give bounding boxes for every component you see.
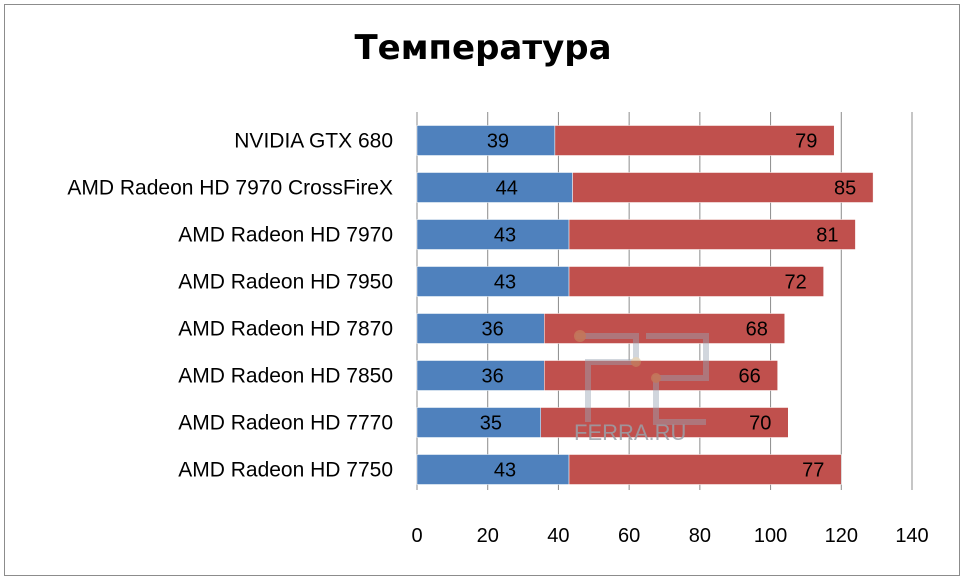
bar-segment-series-1	[416, 266, 570, 297]
data-label: 70	[749, 413, 771, 435]
data-label: 81	[816, 225, 838, 247]
x-tick-labels: 0 20 40 60 80 100 120 140	[411, 525, 928, 547]
x-tick-label: 120	[825, 525, 858, 547]
bar-segment-series-1	[416, 219, 570, 250]
bar-segment-series-2	[544, 313, 785, 344]
data-label: 43	[494, 272, 516, 294]
bar-segment-series-1	[416, 313, 545, 344]
data-label: 72	[784, 272, 806, 294]
data-label: 43	[494, 460, 516, 482]
x-tick-label: 60	[618, 525, 640, 547]
watermark-text: FERRA.RU	[574, 420, 687, 445]
x-tick-label: 0	[411, 525, 422, 547]
data-label: 43	[494, 225, 516, 247]
data-label: 35	[480, 413, 502, 435]
bar-segment-series-2	[554, 125, 835, 156]
x-tick-label: 40	[547, 525, 569, 547]
x-tick-label: 20	[477, 525, 499, 547]
x-tick-label: 80	[689, 525, 711, 547]
bar-segment-series-2	[568, 454, 842, 485]
ferra-logo-icon	[574, 330, 709, 425]
category-label: AMD Radeon HD 7770	[178, 412, 393, 435]
data-label: 85	[834, 178, 856, 200]
bar-segment-series-1	[416, 360, 545, 391]
category-label: AMD Radeon HD 7870	[178, 318, 393, 341]
data-label: 39	[487, 131, 509, 153]
data-label: 66	[739, 366, 761, 388]
category-label: AMD Radeon HD 7750	[178, 459, 393, 482]
x-tick-label: 100	[754, 525, 787, 547]
bar-segment-series-1	[416, 407, 541, 438]
bar-segment-series-1	[416, 454, 570, 485]
bar-segment-series-1	[416, 125, 556, 156]
data-label: 79	[795, 131, 817, 153]
bar-segment-series-2	[572, 172, 874, 203]
bars	[416, 125, 874, 485]
category-label: NVIDIA GTX 680	[234, 130, 393, 153]
data-label: 36	[482, 319, 504, 341]
bar-segment-series-1	[416, 172, 573, 203]
bar-segment-series-2	[568, 219, 856, 250]
data-label: 44	[496, 178, 518, 200]
category-label: AMD Radeon HD 7970 CrossFireX	[67, 177, 393, 200]
category-labels: NVIDIA GTX 680 AMD Radeon HD 7970 CrossFi…	[67, 130, 393, 482]
chart-title: Температура	[354, 28, 612, 68]
data-label: 68	[746, 319, 768, 341]
bar-segment-series-2	[568, 266, 824, 297]
category-label: AMD Radeon HD 7950	[178, 271, 393, 294]
value-labels: 39 79 44 85 43 81 43 72 36 68 36 66 35 70 43 77	[480, 131, 856, 482]
category-label: AMD Radeon HD 7850	[178, 365, 393, 388]
data-label: 36	[482, 366, 504, 388]
x-tick-label: 140	[895, 525, 928, 547]
bar-segment-series-2	[540, 407, 789, 438]
bar-segment-series-2	[544, 360, 778, 391]
data-label: 77	[802, 460, 824, 482]
category-label: AMD Radeon HD 7970	[178, 224, 393, 247]
